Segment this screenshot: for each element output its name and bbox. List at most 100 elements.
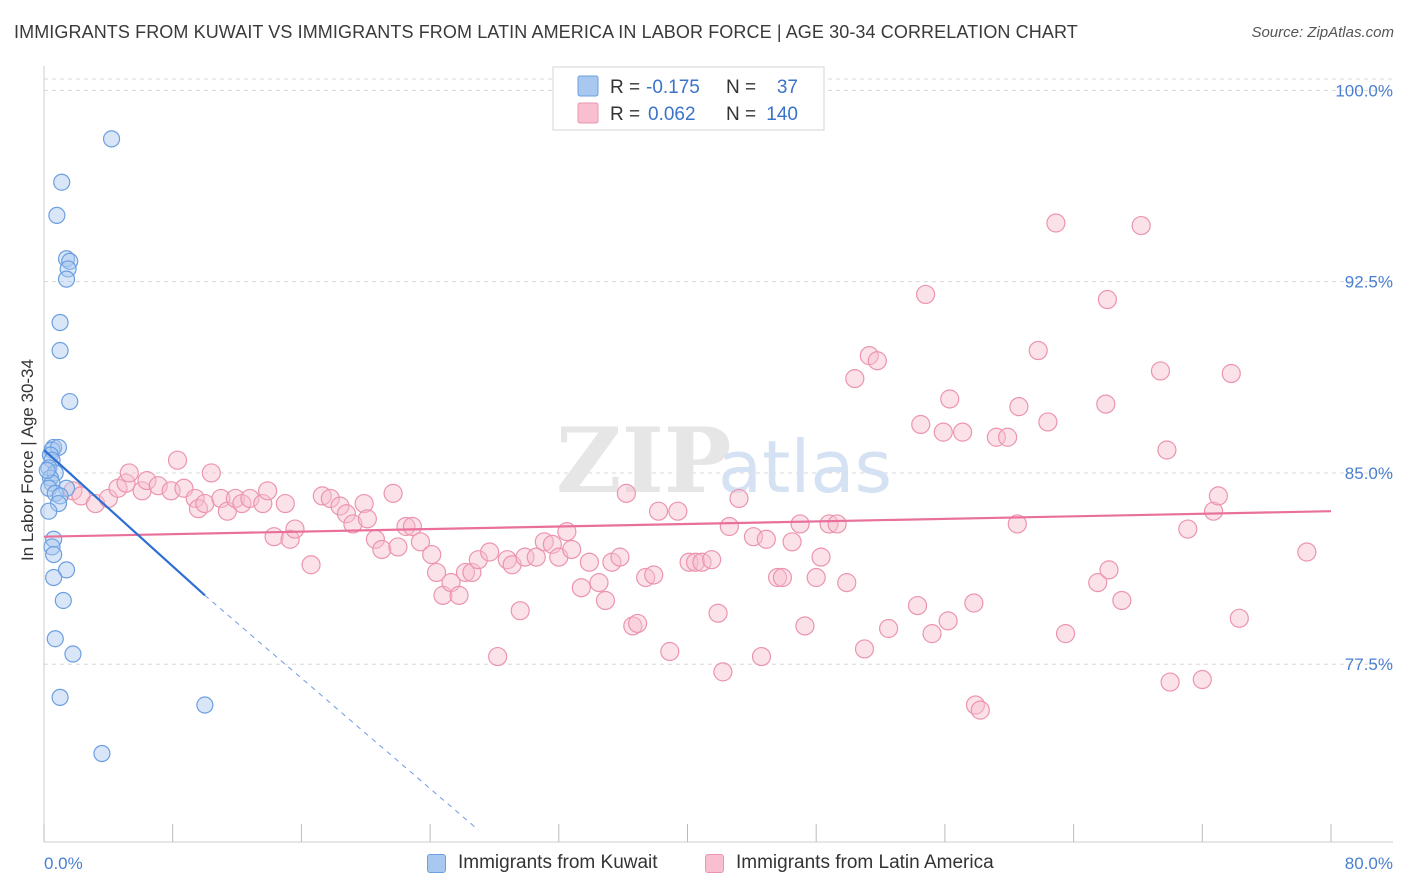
- bottom-legend-kuwait: Immigrants from Kuwait: [427, 852, 658, 874]
- latam-point: [938, 611, 958, 631]
- latam-point: [396, 516, 416, 537]
- latam-point: [940, 389, 960, 409]
- latam-point: [1038, 412, 1058, 432]
- gridlines: [44, 78, 1393, 665]
- latam-point: [767, 567, 788, 588]
- latam-point: [1009, 397, 1029, 417]
- kuwait-point: [54, 591, 72, 610]
- legend-latam-swatch: [577, 102, 599, 124]
- watermark-zip: ZIP: [556, 408, 731, 514]
- latam-point: [571, 578, 591, 598]
- latam-point: [225, 488, 246, 509]
- latam-point: [589, 573, 609, 593]
- latam-point: [515, 547, 535, 567]
- bottom-legend-latam-label: Immigrants from Latin America: [736, 852, 994, 873]
- latam-point: [510, 601, 530, 621]
- latam-point: [713, 662, 733, 682]
- latam-point: [719, 516, 739, 537]
- kuwait-series: [38, 130, 214, 763]
- latam-point: [1112, 590, 1132, 611]
- latam-point: [845, 368, 865, 389]
- kuwait-point: [64, 645, 82, 663]
- legend-latam-r-label: R =: [610, 104, 640, 125]
- kuwait-point: [40, 502, 58, 520]
- chart-title: IMMIGRANTS FROM KUWAIT VS IMMIGRANTS FRO…: [14, 22, 1078, 42]
- latam-point: [1221, 363, 1241, 384]
- latam-point: [480, 542, 500, 562]
- latam-point: [1096, 394, 1116, 414]
- latam-point: [426, 562, 447, 583]
- kuwait-point: [45, 545, 63, 564]
- latam-point: [756, 529, 776, 549]
- kuwait-point: [38, 461, 56, 480]
- kuwait-point: [57, 561, 76, 579]
- latam-point: [1007, 514, 1027, 534]
- trend-lines: [43, 449, 1332, 831]
- latam-point: [240, 488, 260, 509]
- latam-point: [772, 567, 793, 588]
- latam-point: [357, 509, 377, 529]
- latam-point: [579, 552, 599, 572]
- x-tick-max: 80.0%: [1345, 854, 1393, 873]
- x-tick-min: 0.0%: [44, 854, 83, 873]
- latam-point: [915, 284, 936, 305]
- latam-point: [1055, 624, 1076, 644]
- latam-point: [964, 593, 984, 613]
- latam-point: [455, 562, 476, 583]
- kuwait-point: [51, 688, 69, 706]
- latam-point: [388, 537, 408, 557]
- legend-kuwait-n-value: 37: [777, 77, 798, 98]
- latam-point: [1028, 340, 1048, 361]
- kuwait-point: [51, 313, 69, 332]
- latam-point: [1131, 215, 1151, 236]
- latam-point: [258, 481, 278, 501]
- axes: [43, 66, 1393, 843]
- latam-point: [628, 613, 648, 634]
- latam-point: [422, 544, 442, 565]
- latam-point: [1208, 486, 1228, 506]
- latam-point: [708, 603, 728, 623]
- latam-point: [1229, 608, 1249, 628]
- latam-point: [867, 351, 887, 371]
- latam-point: [685, 552, 706, 572]
- latam-point: [878, 618, 899, 639]
- kuwait-trend-line: [43, 449, 206, 597]
- latam-point: [383, 483, 403, 503]
- latam-point: [402, 516, 423, 537]
- kuwait-point: [53, 173, 71, 191]
- latam-point: [811, 547, 831, 567]
- latam-point: [488, 646, 508, 667]
- y-tick-label: 92.5%: [1345, 273, 1393, 292]
- latam-point: [201, 463, 221, 483]
- kuwait-point: [48, 206, 66, 224]
- latam-point: [1046, 213, 1066, 233]
- kuwait-point: [61, 392, 79, 411]
- latam-point: [1203, 501, 1224, 521]
- latam-point: [562, 539, 582, 560]
- latam-point: [320, 488, 340, 509]
- latam-point: [907, 595, 928, 616]
- latam-point: [167, 450, 188, 470]
- latam-point: [827, 514, 847, 534]
- legend-kuwait-r-label: R =: [610, 77, 640, 98]
- latam-point: [668, 501, 688, 521]
- kuwait-point: [102, 130, 121, 148]
- latam-point: [275, 493, 295, 514]
- latam-point: [970, 700, 990, 720]
- kuwait-point: [196, 696, 214, 714]
- latam-point: [911, 414, 931, 435]
- latam-point: [468, 550, 488, 570]
- latam-point: [616, 483, 636, 503]
- kuwait-trend-extension: [204, 594, 479, 831]
- latam-point: [188, 499, 209, 519]
- latam-point: [644, 565, 664, 585]
- latam-point: [1192, 669, 1212, 690]
- latam-trend-line: [43, 510, 1332, 538]
- latam-point: [922, 624, 942, 644]
- kuwait-point: [45, 568, 63, 587]
- latam-point: [336, 504, 357, 524]
- y-axis-title: In Labor Force | Age 30-34: [18, 359, 37, 561]
- latam-point: [998, 427, 1018, 447]
- latam-point: [660, 641, 680, 662]
